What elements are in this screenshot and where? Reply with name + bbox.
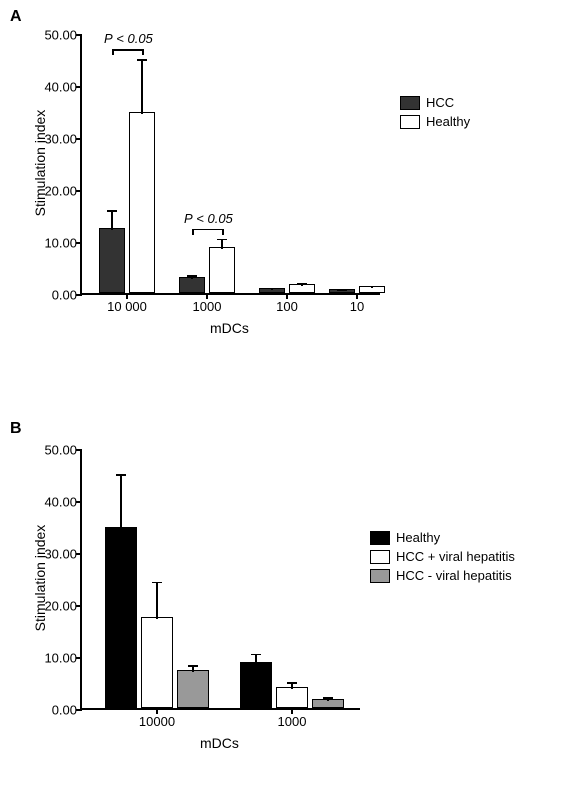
- legend-text: HCC + viral hepatitis: [396, 549, 515, 564]
- bar: [105, 527, 137, 708]
- plot-area-b: 0.0010.0020.0030.0040.0050.00100001000: [80, 450, 360, 710]
- sig-text: P < 0.05: [104, 31, 153, 46]
- error-cap: [187, 275, 197, 277]
- y-tick-label: 20.00: [44, 599, 82, 614]
- error-cap: [323, 697, 333, 699]
- bar: [99, 228, 125, 293]
- bar: [129, 112, 155, 293]
- legend-item: Healthy: [370, 530, 515, 545]
- y-tick-label: 0.00: [52, 288, 82, 303]
- x-tick-label: 100: [276, 293, 298, 314]
- plot-area-a: 0.0010.0020.0030.0040.0050.0010 00010001…: [80, 35, 380, 295]
- panel-b-label: B: [10, 420, 22, 438]
- sig-bracket: [142, 49, 144, 55]
- bar: [177, 670, 209, 708]
- error-cap: [137, 59, 147, 61]
- error-cap: [287, 682, 297, 684]
- error-bar: [111, 210, 113, 230]
- bar: [276, 687, 308, 708]
- sig-bracket: [222, 229, 224, 235]
- legend-text: HCC: [426, 95, 454, 110]
- x-axis-label-b: mDCs: [200, 735, 239, 751]
- legend-a: HCC Healthy: [400, 95, 470, 133]
- error-cap: [188, 665, 198, 667]
- legend-item: Healthy: [400, 114, 470, 129]
- y-tick-label: 20.00: [44, 184, 82, 199]
- error-cap: [116, 474, 126, 476]
- y-axis-label-a: Stimulation index: [32, 93, 48, 233]
- error-cap: [107, 210, 117, 212]
- error-cap: [251, 654, 261, 656]
- legend-item: HCC - viral hepatitis: [370, 568, 515, 583]
- bar: [209, 247, 235, 293]
- y-tick-label: 40.00: [44, 80, 82, 95]
- chart-b: 0.0010.0020.0030.0040.0050.00100001000 S…: [80, 450, 520, 750]
- legend-item: HCC: [400, 95, 470, 110]
- error-cap: [297, 283, 307, 285]
- bar: [141, 617, 173, 708]
- error-bar: [221, 239, 223, 249]
- y-tick-label: 30.00: [44, 132, 82, 147]
- error-cap: [367, 286, 377, 288]
- legend-text: Healthy: [396, 530, 440, 545]
- legend-swatch: [400, 96, 420, 110]
- legend-b: Healthy HCC + viral hepatitis HCC - vira…: [370, 530, 515, 587]
- y-tick-label: 40.00: [44, 495, 82, 510]
- legend-swatch: [400, 115, 420, 129]
- bar: [240, 662, 272, 708]
- y-tick-label: 30.00: [44, 547, 82, 562]
- legend-text: HCC - viral hepatitis: [396, 568, 512, 583]
- error-cap: [267, 288, 277, 290]
- sig-bracket: [112, 49, 114, 55]
- error-bar: [156, 582, 158, 619]
- legend-text: Healthy: [426, 114, 470, 129]
- x-tick-label: 1000: [278, 708, 307, 729]
- x-tick-label: 10: [350, 293, 364, 314]
- y-tick-label: 10.00: [44, 651, 82, 666]
- y-tick-label: 50.00: [44, 443, 82, 458]
- legend-swatch: [370, 569, 390, 583]
- error-cap: [152, 582, 162, 584]
- sig-bracket: [192, 229, 194, 235]
- error-bar: [141, 59, 143, 114]
- y-tick-label: 10.00: [44, 236, 82, 251]
- y-tick-label: 50.00: [44, 28, 82, 43]
- y-axis-label-b: Stimulation index: [32, 508, 48, 648]
- error-bar: [255, 654, 257, 664]
- legend-swatch: [370, 531, 390, 545]
- error-bar: [120, 474, 122, 529]
- x-axis-label-a: mDCs: [210, 320, 249, 336]
- sig-text: P < 0.05: [184, 211, 233, 226]
- panel-a-label: A: [10, 8, 22, 26]
- legend-swatch: [370, 550, 390, 564]
- y-tick-label: 0.00: [52, 703, 82, 718]
- error-cap: [337, 289, 347, 291]
- legend-item: HCC + viral hepatitis: [370, 549, 515, 564]
- x-tick-label: 1000: [193, 293, 222, 314]
- sig-bracket: [192, 229, 222, 231]
- error-cap: [217, 239, 227, 241]
- x-tick-label: 10 000: [107, 293, 147, 314]
- x-tick-label: 10000: [139, 708, 175, 729]
- sig-bracket: [112, 49, 142, 51]
- chart-a: 0.0010.0020.0030.0040.0050.0010 00010001…: [80, 35, 460, 335]
- bar: [179, 277, 205, 293]
